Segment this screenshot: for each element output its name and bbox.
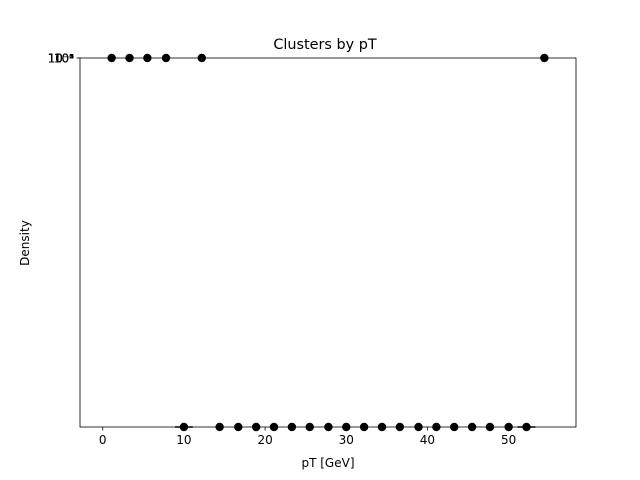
x-axis-label: pT [GeV]	[301, 456, 354, 470]
y-tick-label: 10⁻⁴	[48, 52, 75, 66]
axes-frame	[79, 57, 577, 428]
x-tick-label: 10	[176, 433, 191, 447]
x-axis: 0 10 20 30 40 50	[99, 427, 516, 447]
x-tick-label: 50	[501, 433, 516, 447]
y-tick-label: 10²	[54, 52, 74, 66]
x-tick-label: 30	[339, 433, 354, 447]
y-tick-label: 10⁻⁶	[48, 52, 75, 66]
x-tick-label: 0	[99, 433, 107, 447]
y-tick-label: 10⁻⁸	[48, 52, 75, 66]
chart-title: Clusters by pT	[273, 37, 377, 53]
x-tick-label: 20	[257, 433, 272, 447]
y-tick-label: 10⁻²	[48, 52, 75, 66]
x-tick-label: 40	[420, 433, 435, 447]
y-tick-label: 10⁰	[54, 52, 74, 66]
plot-area	[79, 53, 577, 432]
y-axis-label: Density	[18, 220, 32, 266]
